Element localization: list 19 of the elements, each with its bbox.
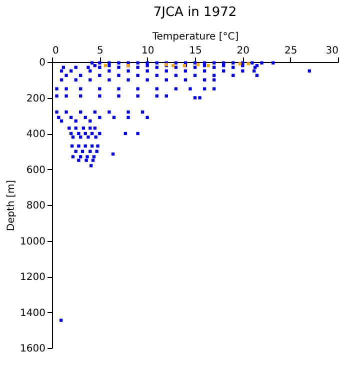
y-tick-label: 600 <box>26 164 46 176</box>
y-tick-label: 1400 <box>20 308 46 319</box>
x-tick-label: 0 <box>52 46 59 56</box>
chart-title: 7JCA in 1972 <box>153 5 237 20</box>
y-tick-label: 800 <box>26 200 46 212</box>
y-tick-label: 1200 <box>20 272 46 283</box>
y-tick-label: 1600 <box>20 344 46 354</box>
y-tick-label: 0 <box>39 58 46 68</box>
y-tick-label: 1000 <box>20 236 46 248</box>
x-tick-label: 20 <box>236 46 250 56</box>
y-tick-label: 400 <box>26 129 46 140</box>
x-tick-label: 10 <box>141 46 154 56</box>
y-axis-title: Depth [m] <box>6 180 18 232</box>
x-axis-title: Temperature [°C] <box>151 32 239 42</box>
y-tick-label: 200 <box>26 93 46 104</box>
x-tick-label: 15 <box>189 46 202 56</box>
x-tick-label: 30 <box>326 46 338 56</box>
x-tick-label: 25 <box>284 46 298 56</box>
x-tick-label: 5 <box>96 46 104 56</box>
